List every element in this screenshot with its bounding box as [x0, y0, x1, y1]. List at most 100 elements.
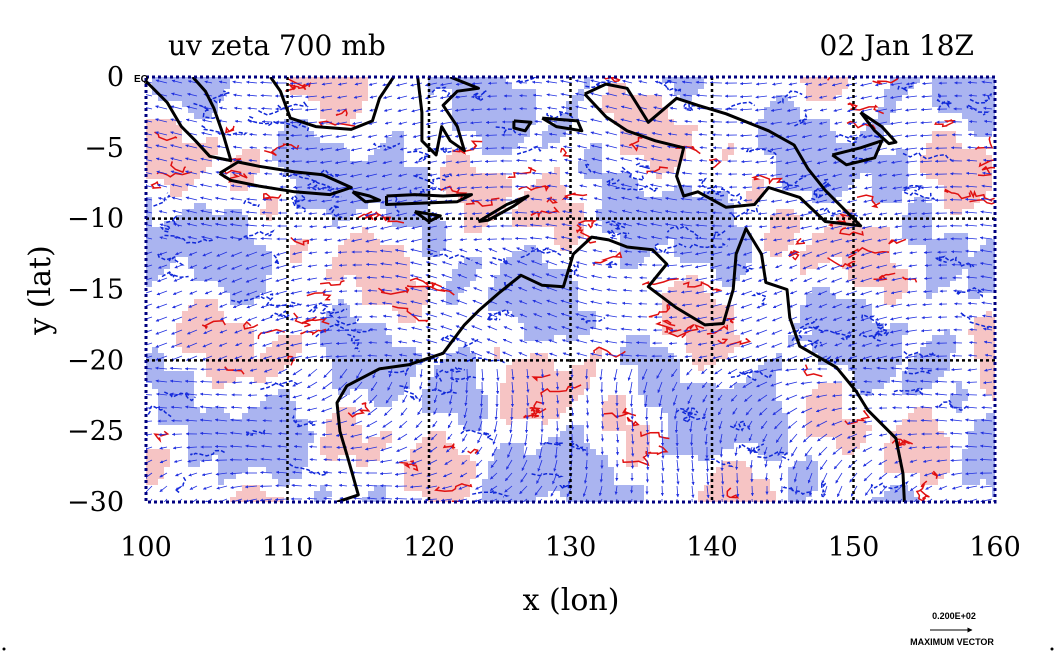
negative-vorticity-cell [458, 353, 464, 359]
negative-vorticity-cell [176, 83, 182, 89]
positive-vorticity-cell [422, 299, 428, 305]
negative-vorticity-cell [458, 281, 464, 287]
positive-vorticity-cell [764, 239, 770, 245]
positive-vorticity-cell [908, 461, 914, 467]
negative-vorticity-cell [470, 257, 476, 263]
positive-vorticity-cell [542, 179, 548, 185]
positive-vorticity-cell [542, 365, 548, 371]
positive-vorticity-cell [812, 239, 818, 245]
positive-vorticity-cell [518, 395, 524, 401]
positive-vorticity-cell [620, 395, 626, 401]
negative-vorticity-cell [152, 353, 158, 359]
negative-vorticity-cell [782, 431, 788, 437]
negative-vorticity-cell [578, 473, 584, 479]
positive-vorticity-cell [692, 311, 698, 317]
positive-vorticity-cell [854, 263, 860, 269]
negative-vorticity-cell [320, 179, 326, 185]
positive-vorticity-cell [572, 371, 578, 377]
positive-vorticity-cell [182, 329, 188, 335]
negative-vorticity-cell [428, 377, 434, 383]
positive-vorticity-cell [194, 329, 200, 335]
negative-vorticity-cell [866, 317, 872, 323]
negative-vorticity-cell [500, 83, 506, 89]
negative-vorticity-cell [956, 101, 962, 107]
negative-vorticity-cell [230, 263, 236, 269]
positive-vorticity-cell [806, 77, 812, 83]
positive-vorticity-cell [332, 419, 338, 425]
negative-vorticity-cell [728, 209, 734, 215]
negative-vorticity-cell [710, 419, 716, 425]
positive-vorticity-cell [566, 389, 572, 395]
negative-vorticity-cell [554, 131, 560, 137]
positive-vorticity-cell [182, 185, 188, 191]
negative-vorticity-cell [476, 413, 482, 419]
positive-vorticity-cell [638, 131, 644, 137]
negative-vorticity-cell [884, 335, 890, 341]
negative-vorticity-cell [332, 383, 338, 389]
positive-vorticity-cell [842, 437, 848, 443]
positive-vorticity-cell [812, 395, 818, 401]
positive-vorticity-cell [398, 311, 404, 317]
negative-vorticity-cell [644, 341, 650, 347]
negative-vorticity-cell [254, 413, 260, 419]
positive-vorticity-cell [422, 455, 428, 461]
negative-vorticity-cell [860, 167, 866, 173]
negative-vorticity-cell [278, 395, 284, 401]
negative-vorticity-cell [182, 239, 188, 245]
negative-vorticity-cell [674, 221, 680, 227]
positive-vorticity-cell [164, 131, 170, 137]
negative-vorticity-cell [404, 203, 410, 209]
negative-vorticity-cell [824, 329, 830, 335]
positive-vorticity-cell [326, 437, 332, 443]
negative-vorticity-cell [788, 473, 794, 479]
positive-vorticity-cell [236, 173, 242, 179]
negative-vorticity-cell [476, 419, 482, 425]
positive-vorticity-cell [632, 137, 638, 143]
negative-vorticity-cell [452, 389, 458, 395]
negative-vorticity-cell [908, 227, 914, 233]
positive-vorticity-cell [710, 491, 716, 497]
negative-vorticity-cell [542, 137, 548, 143]
negative-vorticity-cell [824, 317, 830, 323]
positive-vorticity-cell [842, 227, 848, 233]
positive-vorticity-cell [710, 485, 716, 491]
positive-vorticity-cell [944, 461, 950, 467]
positive-vorticity-cell [224, 323, 230, 329]
negative-vorticity-cell [374, 329, 380, 335]
positive-vorticity-cell [680, 323, 686, 329]
positive-vorticity-cell [344, 263, 350, 269]
negative-vorticity-cell [452, 353, 458, 359]
negative-vorticity-cell [782, 155, 788, 161]
negative-vorticity-cell [794, 113, 800, 119]
negative-vorticity-cell [956, 383, 962, 389]
negative-vorticity-cell [422, 179, 428, 185]
positive-vorticity-cell [188, 347, 194, 353]
negative-vorticity-cell [578, 491, 584, 497]
positive-vorticity-cell [956, 203, 962, 209]
positive-vorticity-cell [632, 95, 638, 101]
negative-vorticity-cell [890, 191, 896, 197]
negative-vorticity-cell [638, 365, 644, 371]
negative-vorticity-cell [206, 101, 212, 107]
positive-vorticity-cell [902, 425, 908, 431]
positive-vorticity-cell [686, 131, 692, 137]
negative-vorticity-cell [944, 239, 950, 245]
positive-vorticity-cell [824, 95, 830, 101]
negative-vorticity-cell [794, 107, 800, 113]
positive-vorticity-cell [770, 497, 776, 502]
negative-vorticity-cell [194, 89, 200, 95]
negative-vorticity-cell [392, 395, 398, 401]
positive-vorticity-cell [908, 419, 914, 425]
positive-vorticity-cell [236, 161, 242, 167]
negative-vorticity-cell [848, 311, 854, 317]
negative-vorticity-cell [902, 383, 908, 389]
negative-vorticity-cell [188, 245, 194, 251]
negative-vorticity-cell [374, 359, 380, 365]
negative-vorticity-cell [932, 377, 938, 383]
positive-vorticity-cell [236, 491, 242, 497]
negative-vorticity-cell [170, 245, 176, 251]
positive-vorticity-cell [914, 449, 920, 455]
positive-vorticity-cell [518, 203, 524, 209]
positive-vorticity-cell [158, 131, 164, 137]
positive-vorticity-cell [728, 149, 734, 155]
